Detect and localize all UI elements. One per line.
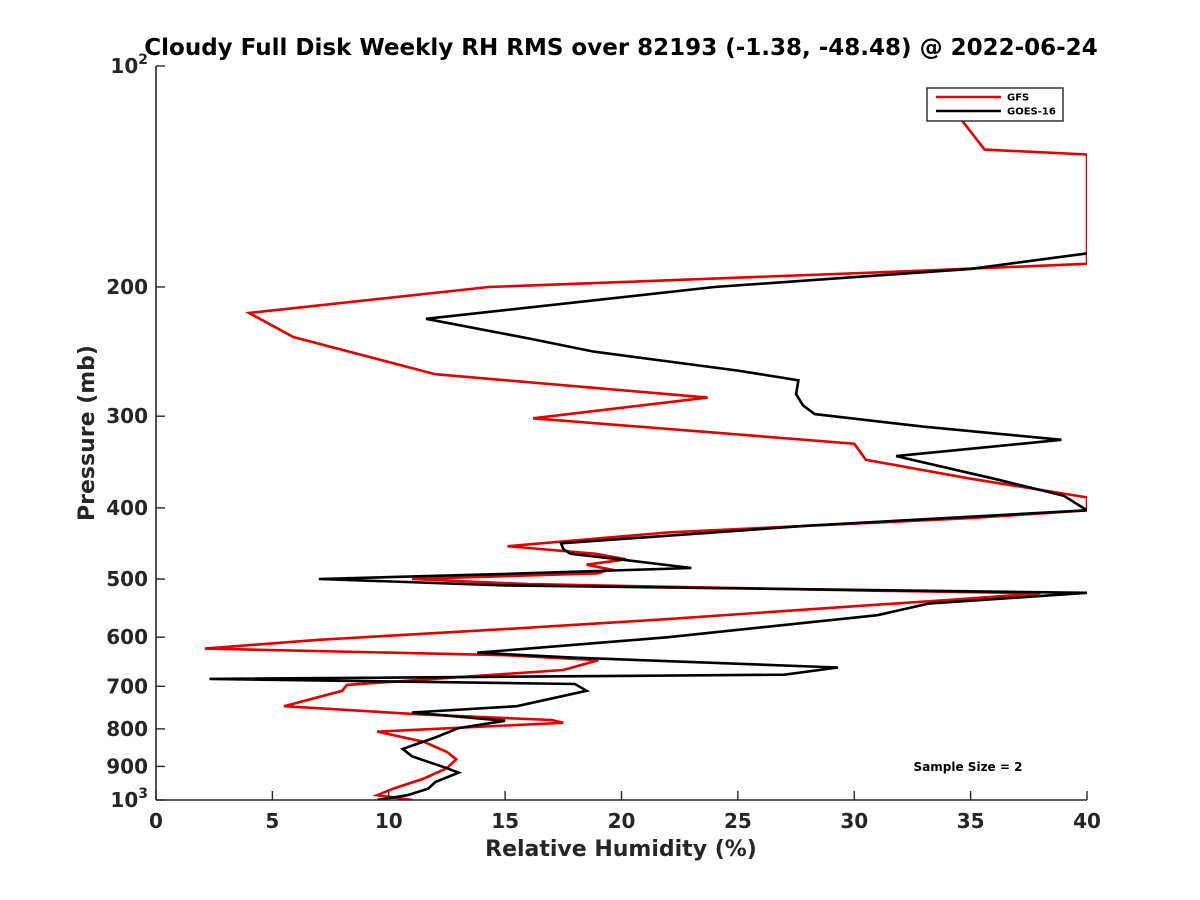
x-tick-label: 35 [957,809,985,833]
legend-label: GFS [1007,93,1029,104]
y-tick-label: 600 [106,625,148,649]
legend-box [926,87,1064,122]
x-tick-label: 25 [724,809,752,833]
y-tick-label: 300 [106,404,148,428]
x-axis-title: Relative Humidity (%) [485,837,757,862]
y-tick-label: 700 [106,674,148,698]
x-tick-label: 5 [265,809,279,833]
x-tick-label: 40 [1073,809,1101,833]
y-tick-label: 500 [106,567,148,591]
y-tick-label: 102 [110,52,148,78]
chart-title: Cloudy Full Disk Weekly RH RMS over 8219… [144,35,1097,61]
y-tick-label: 200 [106,275,148,299]
axes-layer: 0 5 10 15 20 25 30 35 40 102 200 300 400 500 600 700 800… [106,52,1101,833]
y-tick-label: 800 [106,717,148,741]
x-tick-label: 30 [840,809,868,833]
series-line-gfs [204,109,1087,800]
y-tick-label: 400 [106,496,148,520]
series-layer [204,109,1087,800]
sample-size-annotation: Sample Size = 2 [914,760,1023,774]
y-axis-title: Pressure (mb) [75,345,100,521]
y-tick-label: 900 [106,754,148,778]
x-tick-label: 0 [149,809,163,833]
series-line-goes-16 [209,252,1087,800]
x-tick-label: 10 [375,809,403,833]
legend: GFS GOES-16 [926,87,1064,122]
x-tick-label: 15 [491,809,519,833]
y-tick-label: 103 [110,786,148,812]
legend-label: GOES-16 [1007,107,1056,118]
plot-area [204,109,1087,800]
x-tick-label: 20 [608,809,636,833]
